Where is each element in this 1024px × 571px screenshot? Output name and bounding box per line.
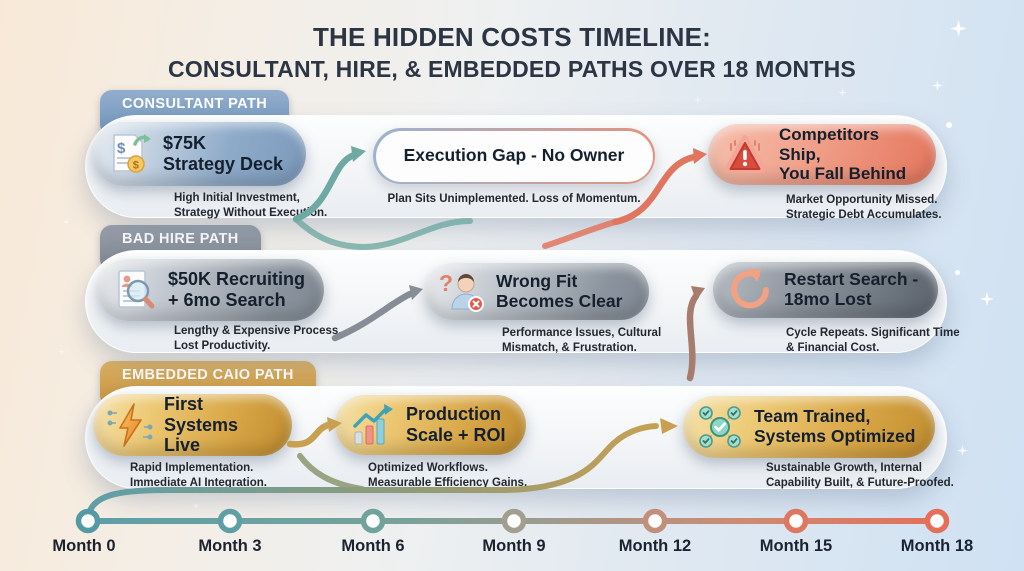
node-title: Team Trained, Systems Optimized bbox=[754, 406, 916, 446]
sparkle-icon bbox=[980, 292, 994, 306]
month-label-0: Month 0 bbox=[52, 537, 116, 555]
node-competitors-ship: Competitors Ship, You Fall Behind bbox=[708, 124, 936, 185]
sparkle-dot bbox=[955, 270, 960, 275]
node-title: $50K Recruiting + 6mo Search bbox=[168, 269, 306, 310]
node-subtitle: Performance Issues, Cultural Mismatch, &… bbox=[502, 327, 662, 355]
person-question-icon: ? bbox=[438, 268, 486, 316]
sparkle-icon bbox=[838, 88, 847, 97]
node-subtitle: Sustainable Growth, Internal Capability … bbox=[766, 462, 954, 490]
title-line-2: CONSULTANT, HIRE, & EMBEDDED PATHS OVER … bbox=[168, 56, 856, 82]
salmon-tail bbox=[542, 219, 618, 249]
node-restart-search: Restart Search - 18mo Lost bbox=[713, 262, 938, 318]
month-label-15: Month 15 bbox=[759, 537, 833, 555]
timeline-dot-month-6 bbox=[360, 508, 386, 534]
sparkle-dot bbox=[194, 504, 198, 508]
node-subtitle: Cycle Repeats. Significant Time & Financ… bbox=[786, 327, 960, 355]
month-label-3: Month 3 bbox=[198, 537, 262, 555]
resume-magnifier-icon bbox=[110, 266, 158, 314]
node-wrong-fit: ? Wrong Fit Becomes Clear bbox=[425, 263, 649, 320]
title-line-1: THE HIDDEN COSTS TIMELINE: bbox=[312, 22, 712, 52]
timeline-dot-month-18 bbox=[924, 508, 950, 534]
timeline-dot-month-12 bbox=[642, 508, 668, 534]
svg-text:$: $ bbox=[117, 140, 126, 157]
node-title: Wrong Fit Becomes Clear bbox=[496, 270, 623, 311]
timeline-dot-month-3 bbox=[217, 508, 243, 534]
growth-chart-icon bbox=[348, 401, 396, 449]
sparkle-icon bbox=[694, 96, 702, 104]
node-execution-gap: Execution Gap - No Owner bbox=[373, 128, 655, 184]
node-title: Production Scale + ROI bbox=[406, 404, 506, 445]
timeline-dot-month-9 bbox=[501, 508, 527, 534]
node-subtitle: Optimized Workflows. Measurable Efficien… bbox=[368, 462, 528, 490]
node-first-systems-live: First Systems Live bbox=[93, 394, 292, 456]
node-subtitle: Market Opportunity Missed. Strategic Deb… bbox=[786, 194, 942, 222]
sparkle-icon bbox=[62, 218, 70, 226]
node-strategy-deck: $ $ $75K Strategy Deck bbox=[92, 122, 306, 186]
lightning-icon bbox=[106, 401, 154, 449]
node-title: Execution Gap - No Owner bbox=[403, 145, 625, 166]
sparkle-icon bbox=[58, 348, 65, 355]
node-team-trained: Team Trained, Systems Optimized bbox=[683, 396, 935, 458]
node-subtitle: Plan Sits Unimplemented. Loss of Momentu… bbox=[387, 193, 641, 205]
month-label-12: Month 12 bbox=[618, 537, 692, 555]
node-title: First Systems Live bbox=[164, 394, 239, 456]
teal-ribbon-tail bbox=[293, 216, 473, 251]
node-production-scale: Production Scale + ROI bbox=[335, 395, 526, 455]
node-subtitle: Lengthy & Expensive Process. Lost Produc… bbox=[174, 325, 342, 353]
svg-text:?: ? bbox=[439, 270, 453, 296]
restart-arrow-icon bbox=[726, 266, 774, 314]
sparkle-dot bbox=[946, 122, 952, 128]
network-check-icon bbox=[696, 403, 744, 451]
node-recruiting-search: $50K Recruiting + 6mo Search bbox=[97, 259, 324, 321]
warning-triangle-icon bbox=[721, 131, 769, 179]
month-label-18: Month 18 bbox=[900, 537, 974, 555]
month-label-9: Month 9 bbox=[482, 537, 546, 555]
node-title: $75K Strategy Deck bbox=[163, 133, 284, 174]
month-label-6: Month 6 bbox=[341, 537, 405, 555]
node-subtitle: High Initial Investment, Strategy Withou… bbox=[174, 192, 328, 220]
timeline-dot-month-0 bbox=[75, 508, 101, 534]
node-title: Competitors Ship, You Fall Behind bbox=[779, 125, 907, 184]
timeline-dot-month-15 bbox=[783, 508, 809, 534]
sparkle-icon bbox=[957, 445, 968, 456]
node-subtitle: Rapid Implementation. Immediate AI Integ… bbox=[130, 462, 267, 490]
page-title: THE HIDDEN COSTS TIMELINE: CONSULTANT, H… bbox=[0, 22, 1024, 83]
svg-text:$: $ bbox=[133, 160, 139, 172]
node-title: Restart Search - 18mo Lost bbox=[784, 269, 919, 309]
dollar-document-icon: $ $ bbox=[105, 130, 153, 178]
